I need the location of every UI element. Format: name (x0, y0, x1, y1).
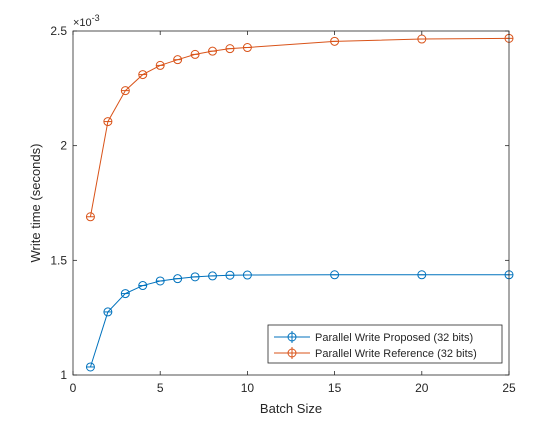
y-tick-label: 1 (60, 368, 67, 382)
tick-layer: 0 5 10 15 20 25 1 1.5 2 2.5 (50, 24, 516, 395)
legend: Parallel Write Proposed (32 bits) Paralle… (267, 324, 503, 364)
x-axis-label: Batch Size (260, 401, 322, 416)
axes-layer (72, 30, 510, 376)
axes-box (72, 30, 510, 376)
x-tick-label: 15 (328, 381, 342, 395)
y-axis-label: Write time (seconds) (28, 144, 43, 263)
y-tick-label: 2 (60, 139, 67, 153)
x-tick-label: 0 (70, 381, 77, 395)
y-exponent-power: -3 (92, 13, 100, 23)
y-exponent-base: ×10 (73, 17, 92, 29)
x-tick-label: 25 (502, 381, 516, 395)
legend-entry-label: Parallel Write Proposed (32 bits) (315, 332, 473, 344)
series-layer (85, 33, 514, 372)
legend-box (267, 324, 503, 364)
y-tick-label: 1.5 (50, 253, 67, 267)
y-tick-label: 2.5 (50, 24, 67, 38)
x-tick-label: 5 (157, 381, 164, 395)
legend-entry-label: Parallel Write Reference (32 bits) (315, 348, 477, 360)
plot-background (73, 31, 509, 375)
y-axis-exponent: ×10-3 (73, 13, 100, 29)
x-tick-label: 20 (415, 381, 429, 395)
x-tick-label: 10 (241, 381, 255, 395)
